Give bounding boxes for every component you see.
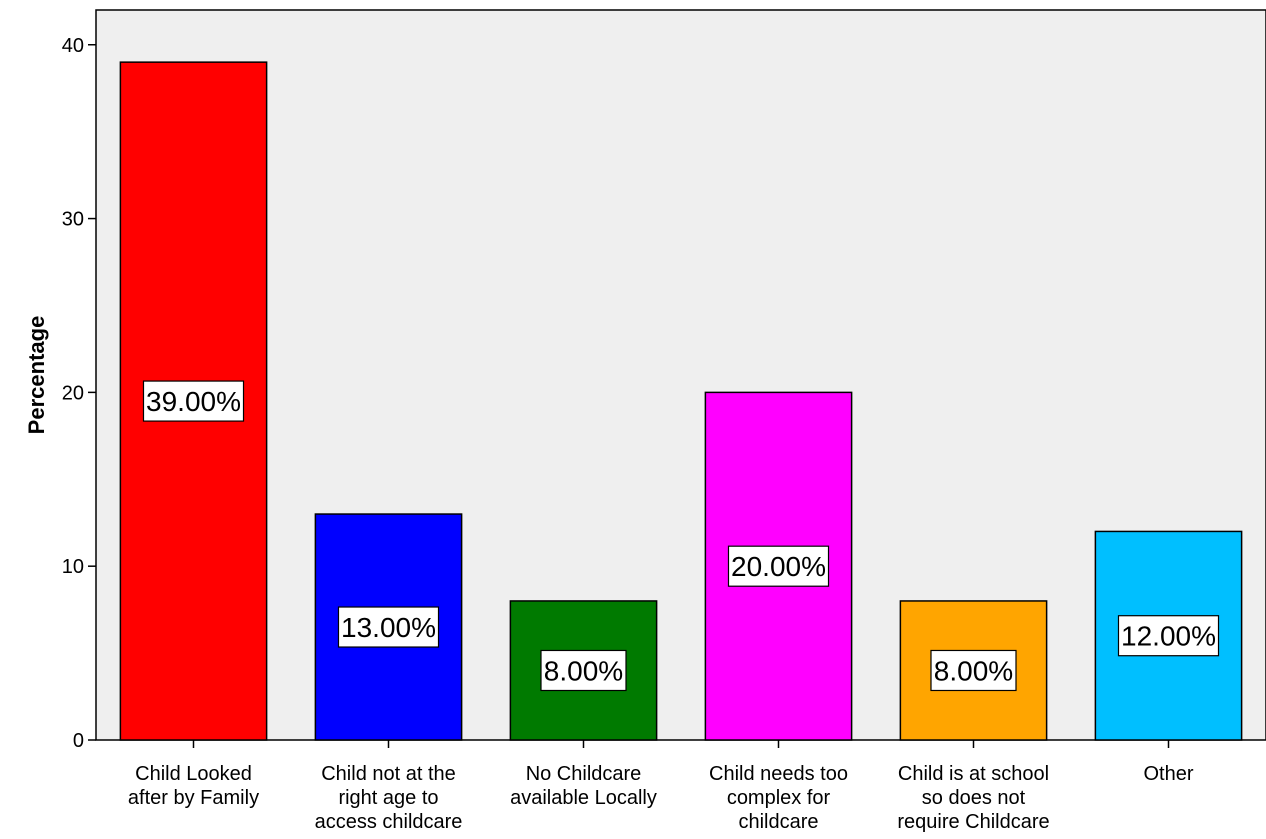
- y-axis-label: Percentage: [24, 316, 49, 435]
- category-label: complex for: [727, 787, 831, 809]
- category-label: require Childcare: [897, 811, 1049, 833]
- data-label-box: [727, 545, 830, 587]
- y-tick-label: 40: [62, 35, 84, 57]
- data-label: 8.00%: [934, 655, 1013, 686]
- y-axis: 0 10 20 30 40: [62, 35, 96, 752]
- category-label: so does not: [922, 787, 1026, 809]
- y-tick-label: 10: [62, 556, 84, 578]
- category-label: access childcare: [315, 811, 463, 833]
- plot-area: [95, 9, 1266, 741]
- data-label: 13.00%: [341, 612, 436, 643]
- category-label: Child Looked: [135, 763, 252, 785]
- category-label: after by Family: [128, 787, 259, 809]
- category-label: right age to: [338, 787, 438, 809]
- data-label: 20.00%: [731, 551, 826, 582]
- category-label: Child needs too: [709, 763, 848, 785]
- category-label: Child is at school: [898, 763, 1049, 785]
- y-tick-label: 20: [62, 382, 84, 404]
- category-label: childcare: [738, 811, 818, 833]
- data-label-box: [142, 380, 245, 422]
- category-label: available Locally: [510, 787, 657, 809]
- category-label: Other: [1143, 763, 1193, 785]
- data-label-box: [540, 649, 627, 692]
- data-label: 12.00%: [1121, 621, 1216, 652]
- category-label: Child not at the: [321, 763, 456, 785]
- category-label: No Childcare: [526, 763, 642, 785]
- data-label-box: [337, 606, 440, 648]
- data-label: 39.00%: [146, 386, 241, 417]
- y-tick-label: 30: [62, 209, 84, 231]
- data-label-box: [930, 649, 1017, 692]
- data-label: 8.00%: [544, 655, 623, 686]
- bars-group: 39.00% 13.00% 8.00% 20.00% 8.00% 12.00%: [119, 61, 1243, 741]
- data-label-box: [1117, 615, 1220, 657]
- y-tick-label: 0: [73, 730, 84, 752]
